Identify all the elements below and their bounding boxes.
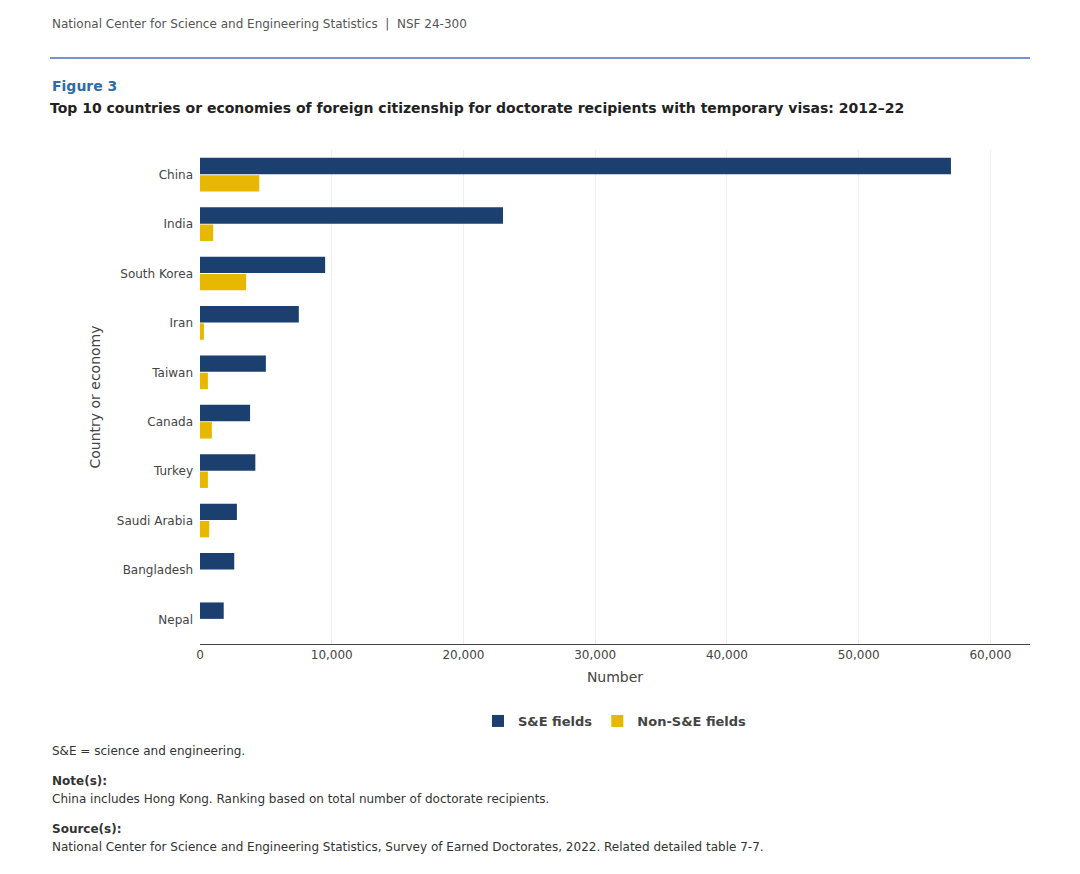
svg-text:40,000: 40,000 — [706, 648, 748, 662]
svg-text:Source(s):: Source(s): — [52, 822, 122, 836]
svg-text:China includes Hong Kong. Rank: China includes Hong Kong. Ranking based … — [52, 792, 549, 806]
svg-text:Figure 3: Figure 3 — [52, 78, 117, 94]
svg-text:Note(s):: Note(s): — [52, 774, 107, 788]
svg-text:Canada: Canada — [147, 415, 193, 429]
svg-text:Top 10 countries or economies: Top 10 countries or economies of foreign… — [50, 100, 904, 116]
svg-text:10,000: 10,000 — [311, 648, 353, 662]
svg-text:Country or economy: Country or economy — [87, 325, 103, 468]
svg-text:National Center for Science an: National Center for Science and Engineer… — [52, 840, 764, 854]
svg-text:National Center for Science an: National Center for Science and Engineer… — [52, 17, 467, 31]
svg-text:50,000: 50,000 — [838, 648, 880, 662]
svg-text:Bangladesh: Bangladesh — [123, 563, 193, 577]
svg-text:20,000: 20,000 — [442, 648, 484, 662]
svg-text:30,000: 30,000 — [574, 648, 616, 662]
svg-text:Nepal: Nepal — [158, 613, 193, 627]
svg-text:Iran: Iran — [170, 316, 193, 330]
svg-text:India: India — [164, 217, 193, 231]
svg-text:60,000: 60,000 — [969, 648, 1011, 662]
svg-text:South Korea: South Korea — [120, 267, 193, 281]
svg-text:China: China — [159, 168, 193, 182]
svg-text:Non-S&E fields: Non-S&E fields — [637, 714, 746, 729]
svg-text:Number: Number — [587, 669, 643, 685]
svg-text:Saudi Arabia: Saudi Arabia — [117, 514, 193, 528]
svg-text:Turkey: Turkey — [153, 464, 193, 478]
svg-text:0: 0 — [196, 648, 204, 662]
svg-text:S&E fields: S&E fields — [518, 714, 592, 729]
svg-text:Taiwan: Taiwan — [151, 366, 193, 380]
svg-text:S&E = science and engineering.: S&E = science and engineering. — [52, 744, 245, 758]
